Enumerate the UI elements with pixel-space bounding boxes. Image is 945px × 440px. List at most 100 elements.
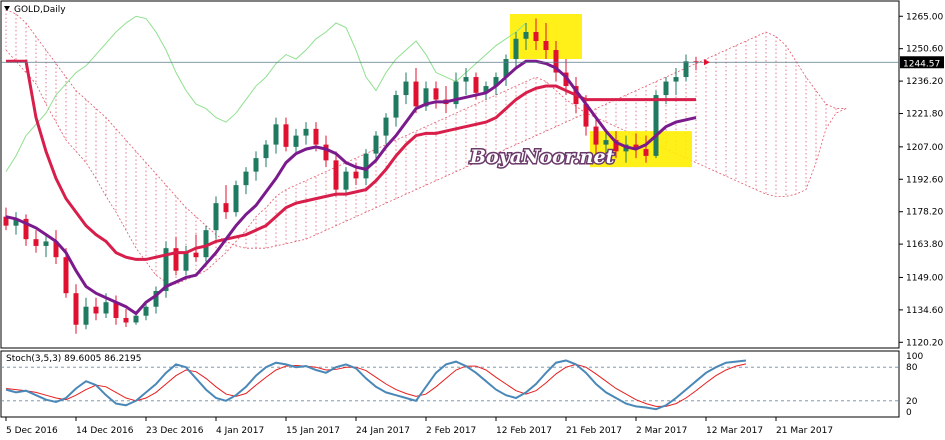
main-plot — [1, 9, 899, 334]
stoch-tick-label: 20 — [906, 397, 918, 407]
candle-body — [303, 128, 309, 136]
candle-body — [183, 252, 189, 271]
candle-body — [393, 95, 399, 118]
candle-body — [353, 171, 359, 179]
candle-body — [53, 241, 59, 258]
candle-body — [263, 144, 269, 159]
time-tick-label: 2 Mar 2017 — [636, 426, 687, 436]
candle-body — [3, 216, 9, 226]
time-tick-label: 12 Mar 2017 — [706, 426, 763, 436]
price-tick-label: 1221.80 — [906, 110, 943, 120]
candle-body — [473, 77, 479, 93]
candle-body — [33, 239, 39, 246]
candle-body — [133, 315, 139, 323]
candle-body — [363, 153, 369, 179]
senkou-span-a — [5, 9, 846, 249]
candle-body — [293, 135, 299, 147]
time-tick-label: 12 Feb 2017 — [496, 426, 552, 436]
time-tick-label: 23 Dec 2016 — [146, 426, 204, 436]
candle-body — [503, 59, 509, 78]
price-tick-label: 1163.80 — [906, 240, 943, 250]
time-axis: 5 Dec 2016 14 Dec 2016 23 Dec 2016 4 Jan 20… — [5, 417, 833, 436]
candle-body — [23, 218, 29, 240]
tenkan-line — [5, 59, 697, 316]
candle-body — [683, 61, 689, 78]
stoch-main-line — [5, 359, 747, 411]
candle-body — [583, 104, 589, 127]
time-tick-label: 14 Dec 2016 — [76, 426, 134, 436]
stoch-tick-label: 100 — [906, 352, 923, 362]
candle-body — [343, 171, 349, 190]
candle-body — [143, 306, 149, 316]
senkou-span-b — [5, 49, 847, 285]
price-tick-label: 1178.20 — [906, 208, 943, 218]
price-tick-label: 1250.60 — [906, 45, 943, 55]
candle-body — [463, 77, 469, 82]
candle-body — [273, 124, 279, 145]
main-chart-panel[interactable] — [0, 0, 900, 349]
price-tick-label: 1134.60 — [906, 306, 943, 316]
stoch-title: Stoch(3,5,3) 89.6005 86.2195 — [6, 354, 141, 364]
candle-body — [243, 171, 249, 186]
candle-body — [673, 77, 679, 82]
candle-body — [523, 32, 529, 39]
candle-body — [63, 257, 69, 294]
candle-body — [223, 203, 229, 213]
time-tick-label: 4 Jan 2017 — [216, 426, 264, 436]
candle-body — [693, 61, 699, 63]
candle-body — [653, 95, 659, 156]
stoch-plot — [1, 359, 899, 411]
candle-body — [103, 302, 109, 314]
candle-body — [403, 81, 409, 96]
candle-body — [593, 126, 599, 145]
candle-body — [453, 81, 459, 105]
price-tick-label: 1149.00 — [906, 273, 943, 283]
chikou-line — [5, 15, 527, 172]
time-tick-label: 24 Jan 2017 — [356, 426, 410, 436]
stoch-panel[interactable] — [0, 350, 900, 418]
price-axis: 1265.00 1250.60 1236.20 1221.80 1207.00 1192.… — [899, 12, 944, 418]
candle-body — [163, 248, 169, 291]
candle-body — [123, 317, 129, 323]
candle-body — [93, 306, 99, 314]
candle-body — [203, 230, 209, 258]
candle-body — [483, 86, 489, 93]
candle-body — [553, 50, 559, 73]
price-marker-icon — [704, 59, 710, 66]
time-tick-label: 5 Dec 2016 — [6, 426, 58, 436]
price-tick-label: 1265.00 — [906, 12, 943, 22]
price-tick-label: 1120.20 — [906, 338, 943, 348]
watermark-logo: BoyaNoor.net — [469, 146, 615, 168]
candle-body — [433, 88, 439, 100]
candle-body — [423, 88, 429, 107]
candle-body — [313, 128, 319, 145]
stoch-tick-label: 0 — [906, 408, 912, 418]
candle-body — [113, 302, 119, 318]
candle-body — [413, 81, 419, 107]
candle-body — [643, 149, 649, 156]
candle-body — [213, 203, 219, 231]
chart-title: GOLD,Daily — [14, 5, 66, 15]
time-tick-label: 15 Jan 2017 — [286, 426, 340, 436]
candle-body — [323, 144, 329, 161]
candle-body — [43, 241, 49, 246]
price-tick-label: 1207.00 — [906, 143, 943, 153]
candle-body — [533, 32, 539, 42]
candle-body — [663, 81, 669, 96]
candle-body — [373, 135, 379, 154]
candle-body — [383, 117, 389, 136]
time-tick-label: 2 Feb 2017 — [426, 426, 476, 436]
time-tick-label: 21 Feb 2017 — [566, 426, 622, 436]
candle-body — [543, 41, 549, 51]
candle-body — [233, 185, 239, 213]
stoch-signal-line — [5, 363, 747, 407]
time-tick-label: 21 Mar 2017 — [776, 426, 833, 436]
candle-body — [333, 160, 339, 190]
last-price-label: 1244.57 — [903, 59, 940, 69]
candle-body — [633, 144, 639, 150]
candle-body — [173, 248, 179, 271]
price-tick-label: 1192.60 — [906, 175, 943, 185]
stoch-tick-label: 80 — [906, 363, 918, 373]
highlight-box — [590, 131, 692, 168]
